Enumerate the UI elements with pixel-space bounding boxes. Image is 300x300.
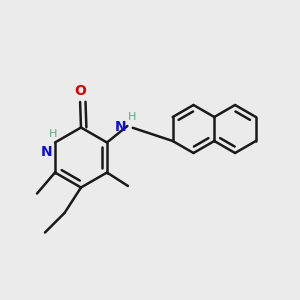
Text: O: O <box>74 84 86 98</box>
Text: H: H <box>128 112 136 122</box>
Text: N: N <box>114 121 126 134</box>
Text: H: H <box>49 129 58 139</box>
Text: N: N <box>41 145 52 159</box>
